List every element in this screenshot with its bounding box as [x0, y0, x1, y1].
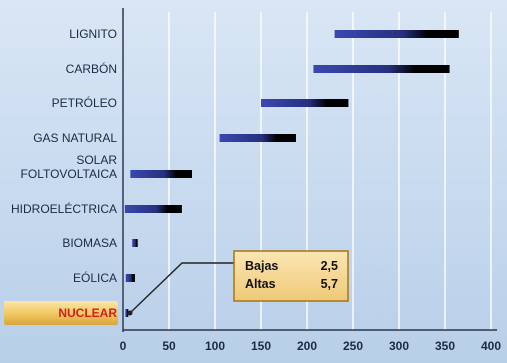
x-tick-label: 350 — [435, 339, 455, 353]
bars — [124, 30, 459, 317]
bar — [219, 134, 296, 142]
callout: Bajas 2,5 Altas 5,7 — [127, 250, 349, 316]
x-tick-label: 200 — [297, 339, 317, 353]
x-tick-label: 0 — [120, 339, 127, 353]
bar — [125, 274, 135, 282]
x-axis: 0 50 100 150 200 250 300 350 400 — [120, 8, 501, 353]
category-label: FOLTOVOLTAICA — [21, 167, 117, 181]
category-label: GAS NATURAL — [33, 131, 117, 145]
x-tick-label: 400 — [481, 339, 501, 353]
category-label: CARBÓN — [66, 61, 117, 76]
x-tick-label: 250 — [343, 339, 363, 353]
callout-box — [233, 250, 349, 302]
bar — [261, 99, 349, 107]
category-label: LIGNITO — [69, 27, 117, 41]
callout-value: 5,7 — [321, 277, 338, 291]
bar — [124, 205, 182, 213]
nuclear-highlight — [4, 301, 118, 325]
callout-value: 2,5 — [321, 259, 338, 273]
bar — [334, 30, 459, 38]
x-tick-label: 100 — [205, 339, 225, 353]
x-tick-label: 50 — [162, 339, 176, 353]
category-label: NUCLEAR — [58, 306, 117, 320]
highlight-layer — [4, 301, 118, 325]
bar — [313, 65, 450, 73]
x-tick-label: 300 — [389, 339, 409, 353]
bar — [130, 170, 192, 178]
callout-leader-line — [129, 262, 234, 314]
category-label: PETRÓLEO — [52, 95, 117, 110]
category-label: EÓLICA — [73, 270, 117, 285]
category-label: BIOMASA — [62, 236, 117, 250]
category-labels: LIGNITO CARBÓN PETRÓLEO GAS NATURAL SOLARFOL… — [11, 27, 117, 320]
x-tick-label: 150 — [251, 339, 271, 353]
category-label: HIDROELÉCTRICA — [11, 201, 117, 216]
category-label: SOLAR — [76, 153, 117, 167]
bar — [132, 239, 138, 247]
callout-label: Altas — [245, 277, 276, 291]
bar — [125, 309, 129, 317]
callout-anchor-dot — [127, 310, 133, 316]
callout-label: Bajas — [245, 259, 278, 273]
